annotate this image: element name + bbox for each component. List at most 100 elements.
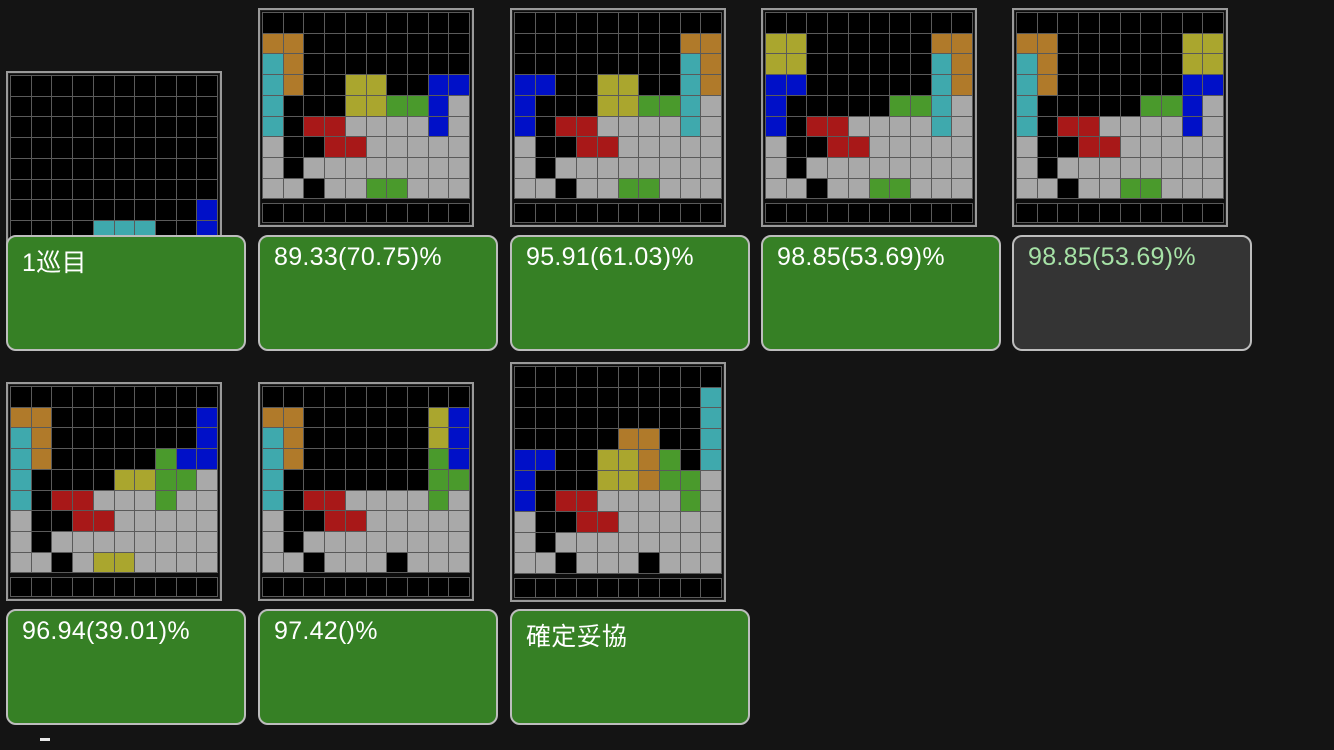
board-cell xyxy=(449,407,470,428)
board-cell xyxy=(11,200,31,220)
board-cell xyxy=(869,33,890,54)
board-cell xyxy=(1099,137,1120,157)
board-cell xyxy=(345,428,366,449)
board-cell xyxy=(597,54,618,75)
board-cell xyxy=(556,511,577,532)
board-cell xyxy=(786,178,807,199)
board-cell xyxy=(952,95,973,116)
board-cell xyxy=(1099,75,1120,95)
board-cell xyxy=(366,552,387,573)
board-cell xyxy=(31,387,52,407)
board-cell xyxy=(639,33,659,54)
queue-cell xyxy=(263,578,283,597)
board-cell xyxy=(766,75,786,95)
queue-cell xyxy=(197,578,217,597)
board-cell xyxy=(283,531,304,552)
board-cell xyxy=(428,95,449,116)
board-cell xyxy=(428,511,449,531)
board-cell xyxy=(680,116,701,137)
board-cell xyxy=(701,178,722,199)
board-cell xyxy=(1037,157,1058,178)
board-cell xyxy=(73,179,93,200)
board-cell xyxy=(407,407,428,428)
board-cell xyxy=(639,367,659,387)
result-card-8[interactable]: 確定妥協 xyxy=(510,609,750,725)
board-cell xyxy=(618,13,639,33)
board-cell xyxy=(680,408,701,429)
board-cell xyxy=(11,490,31,511)
board-cell xyxy=(1203,33,1224,54)
card-label: 確定妥協 xyxy=(526,623,628,651)
board-cell xyxy=(52,138,73,158)
board-cell xyxy=(1141,75,1161,95)
board-cell xyxy=(428,531,449,552)
board-cell xyxy=(659,178,680,199)
board-cell xyxy=(197,387,218,407)
board-cell xyxy=(428,407,449,428)
result-card-2[interactable]: 89.33(70.75)% xyxy=(258,235,498,351)
queue-cell xyxy=(325,204,345,223)
board-cell xyxy=(1161,116,1182,137)
queue-cell xyxy=(1099,204,1120,223)
board-cell xyxy=(93,387,114,407)
board-cell xyxy=(618,178,639,199)
board-cell xyxy=(556,387,577,408)
board-cell xyxy=(1058,75,1079,95)
result-card-4[interactable]: 98.85(53.69)% xyxy=(761,235,1001,351)
queue-cell xyxy=(1203,204,1223,223)
queue-cell xyxy=(366,578,387,597)
next-queue xyxy=(10,577,218,598)
board-cell xyxy=(659,470,680,491)
board-cell xyxy=(325,75,345,95)
board-cell xyxy=(1037,116,1058,137)
board-cell xyxy=(639,408,659,429)
result-card-5[interactable]: 98.85(53.69)% xyxy=(1012,235,1252,351)
board-cell xyxy=(366,157,387,178)
board-cell xyxy=(387,33,407,54)
board-cell xyxy=(597,367,618,387)
board-cell xyxy=(114,449,135,469)
board-cell xyxy=(283,449,304,469)
board-cell xyxy=(428,54,449,75)
board-cell xyxy=(197,552,218,573)
board-cell xyxy=(114,387,135,407)
result-card-6[interactable]: 96.94(39.01)% xyxy=(6,609,246,725)
board-grid xyxy=(262,12,470,200)
board-cell xyxy=(701,157,722,178)
board-cell xyxy=(345,95,366,116)
queue-cell xyxy=(639,579,659,598)
board-cell xyxy=(176,387,197,407)
board-cell xyxy=(556,449,577,470)
board-cell xyxy=(680,54,701,75)
board-cell xyxy=(93,552,114,573)
board-cell xyxy=(701,449,722,470)
board-cell xyxy=(31,76,52,96)
board-cell xyxy=(366,33,387,54)
board-cell xyxy=(1120,95,1141,116)
result-card-1[interactable]: 1巡目 xyxy=(6,235,246,351)
card-label: 97.42()% xyxy=(274,617,378,645)
board-cell xyxy=(807,116,828,137)
board-cell xyxy=(11,469,31,490)
board-cell xyxy=(1182,178,1203,199)
board-cell xyxy=(428,387,449,407)
board-cell xyxy=(197,428,218,449)
queue-cell xyxy=(556,579,577,598)
board-cell xyxy=(577,116,597,137)
queue-cell xyxy=(263,204,283,223)
board-cell xyxy=(11,449,31,469)
board-cell xyxy=(597,116,618,137)
board-cell xyxy=(597,157,618,178)
result-card-3[interactable]: 95.91(61.03)% xyxy=(510,235,750,351)
board-cell xyxy=(325,490,345,511)
board-cell xyxy=(556,367,577,387)
board-cell xyxy=(407,95,428,116)
queue-cell xyxy=(931,204,952,223)
board-cell xyxy=(1058,13,1079,33)
board-cell xyxy=(155,200,176,220)
corner-mark xyxy=(40,738,50,741)
board-cell xyxy=(786,33,807,54)
board-cell xyxy=(1203,116,1224,137)
board-grid xyxy=(514,12,722,200)
result-card-7[interactable]: 97.42()% xyxy=(258,609,498,725)
